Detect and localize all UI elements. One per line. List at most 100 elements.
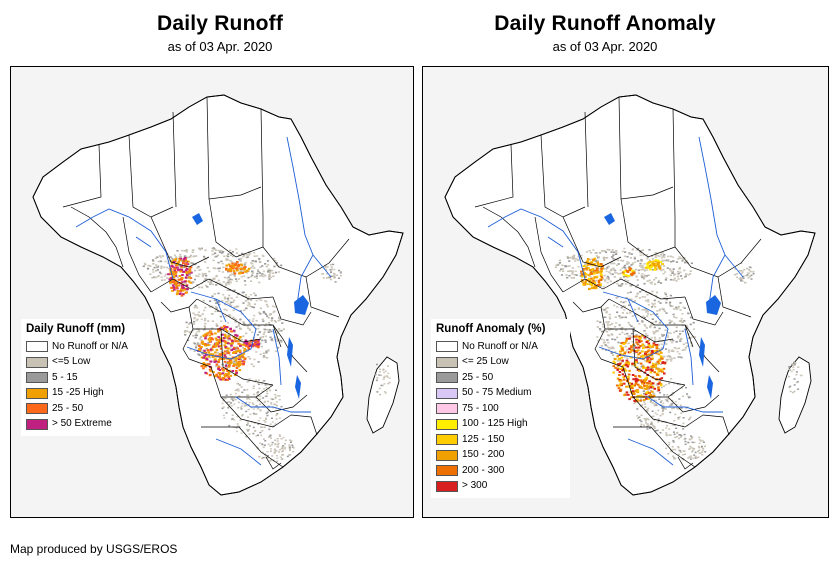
runoff-cell (224, 364, 228, 367)
runoff-cell (659, 432, 662, 434)
runoff-cell (178, 255, 181, 258)
runoff-cell (635, 313, 638, 316)
runoff-cell (252, 403, 255, 406)
runoff-cell (222, 352, 225, 355)
runoff-cell (245, 401, 248, 404)
runoff-cell (208, 279, 212, 281)
runoff-cell (183, 255, 186, 257)
left-map-title: Daily Runoff (156, 12, 284, 35)
runoff-cell (200, 282, 204, 285)
runoff-cell (247, 423, 249, 425)
runoff-cell (669, 268, 672, 270)
runoff-cell (175, 287, 178, 289)
runoff-cell (793, 364, 796, 367)
runoff-cell (228, 337, 231, 340)
runoff-cell (627, 377, 630, 380)
runoff-cell (213, 375, 216, 378)
runoff-cell (648, 292, 651, 294)
runoff-cell (252, 432, 255, 435)
runoff-cell (194, 263, 197, 266)
runoff-cell (646, 263, 649, 266)
runoff-cell (267, 276, 271, 278)
runoff-cell (661, 307, 664, 310)
left-legend-item: No Runoff or N/A (26, 339, 144, 355)
runoff-cell (661, 263, 664, 266)
runoff-cell (699, 440, 702, 442)
runoff-cell (267, 443, 270, 445)
runoff-cell (267, 387, 270, 390)
runoff-cell (656, 255, 659, 257)
runoff-cell (686, 325, 689, 327)
runoff-cell (649, 347, 652, 350)
runoff-cell (169, 273, 173, 276)
runoff-cell (208, 270, 211, 273)
runoff-cell (645, 291, 648, 293)
runoff-cell (251, 306, 254, 308)
left-country-border (265, 456, 282, 470)
runoff-cell (661, 370, 664, 373)
runoff-cell (265, 412, 268, 415)
runoff-cell (680, 407, 683, 409)
runoff-cell (251, 274, 254, 277)
runoff-cell (264, 456, 267, 459)
right-legend: Runoff Anomaly (%) No Runoff or N/A <= 25… (431, 319, 570, 498)
runoff-cell (654, 260, 658, 263)
runoff-cell (259, 353, 262, 356)
runoff-cell (628, 337, 631, 340)
right-legend-item: > 300 (436, 479, 564, 495)
runoff-cell (611, 334, 614, 336)
right-legend-label: 75 - 100 (462, 402, 499, 414)
runoff-cell (645, 384, 649, 387)
runoff-cell (561, 264, 564, 267)
right-legend-swatch (436, 449, 458, 461)
runoff-cell (634, 375, 637, 378)
runoff-cell (596, 262, 600, 265)
runoff-cell (235, 280, 238, 283)
runoff-cell (587, 277, 591, 280)
runoff-cell (221, 402, 224, 405)
runoff-cell (156, 266, 159, 269)
runoff-cell (264, 263, 267, 265)
runoff-cell (235, 371, 238, 374)
runoff-cell (614, 338, 617, 341)
runoff-cell (329, 264, 332, 266)
runoff-cell (657, 315, 660, 318)
right-legend-label: 125 - 150 (462, 433, 505, 445)
runoff-cell (250, 363, 253, 365)
runoff-cell (661, 413, 664, 416)
runoff-cell (246, 398, 248, 400)
runoff-cell (637, 346, 641, 349)
runoff-cell (643, 262, 646, 265)
runoff-cell (643, 379, 646, 382)
runoff-cell (669, 269, 672, 271)
runoff-cell (252, 426, 255, 429)
runoff-cell (208, 368, 212, 371)
runoff-cell (174, 263, 177, 265)
runoff-cell (180, 268, 184, 271)
runoff-cell (147, 268, 150, 270)
runoff-cell (668, 404, 671, 406)
runoff-cell (264, 275, 267, 277)
runoff-cell (613, 276, 616, 278)
runoff-cell (657, 382, 660, 385)
runoff-cell (264, 335, 267, 338)
runoff-cell (648, 361, 652, 364)
runoff-cell (379, 393, 382, 396)
runoff-cell (251, 402, 254, 404)
runoff-cell (635, 346, 638, 349)
runoff-cell (693, 448, 696, 450)
runoff-cell (659, 368, 663, 371)
runoff-cell (660, 343, 663, 345)
runoff-cell (648, 385, 652, 388)
runoff-cell (628, 304, 631, 306)
runoff-cell (749, 266, 752, 269)
runoff-cell (662, 259, 665, 262)
runoff-cell (213, 299, 216, 301)
right-legend-item: <= 25 Low (436, 355, 564, 371)
runoff-cell (670, 404, 673, 406)
runoff-cell (217, 336, 221, 339)
runoff-cell (225, 259, 228, 261)
runoff-cell (651, 402, 654, 404)
runoff-cell (241, 343, 244, 346)
runoff-cell (269, 448, 272, 450)
